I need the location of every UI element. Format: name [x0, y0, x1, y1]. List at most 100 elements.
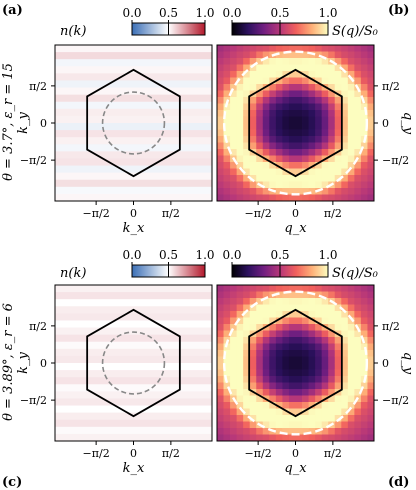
heatmap-cell	[243, 155, 251, 163]
heatmap-cell	[275, 175, 283, 182]
heatmap-cell	[282, 175, 290, 182]
heatmap-cell	[367, 408, 374, 416]
heatmap-cell	[236, 415, 244, 422]
heatmap-cell	[269, 311, 277, 318]
heatmap-cell	[354, 408, 362, 416]
heatmap-cell	[354, 291, 362, 299]
heatmap-cell	[315, 77, 323, 85]
heatmap-cell	[302, 350, 309, 357]
heatmap-cell	[249, 84, 257, 91]
heatmap-cell	[328, 142, 336, 150]
heatmap-row	[55, 73, 212, 81]
heatmap-cell	[308, 408, 316, 416]
heatmap-cell	[315, 90, 323, 98]
heatmap-cell	[295, 84, 303, 91]
heatmap-cell	[223, 402, 231, 409]
heatmap-cell	[334, 395, 342, 403]
heatmap-cell	[275, 110, 283, 117]
heatmap-cell	[334, 356, 342, 364]
heatmap-cell	[367, 291, 374, 299]
heatmap-cell	[256, 317, 264, 325]
heatmap-cell	[243, 136, 251, 143]
row-label-bottom: θ = 3.89°, ε_r = 6	[1, 303, 16, 421]
heatmap-cell	[288, 395, 296, 403]
heatmap-cell	[275, 136, 283, 143]
heatmap-cell	[328, 162, 336, 169]
heatmap-cell	[354, 188, 362, 195]
heatmap-cell	[367, 298, 374, 305]
heatmap-cell	[262, 337, 270, 344]
heatmap-cell	[367, 434, 374, 441]
heatmap-cell	[321, 45, 329, 52]
heatmap-row	[55, 101, 212, 110]
colorbar-tick-label: 0.0	[122, 248, 141, 262]
heatmap-cell	[282, 136, 290, 143]
heatmap-cell	[315, 350, 323, 357]
heatmap-row	[55, 341, 212, 350]
heatmap-cell	[367, 45, 374, 52]
heatmap-cell	[223, 149, 231, 156]
heatmap-cell	[243, 51, 251, 59]
heatmap-cell	[243, 311, 251, 318]
heatmap-cell	[321, 181, 329, 189]
colorbar-tick-label: 1.0	[318, 248, 337, 262]
heatmap-cell	[275, 395, 283, 403]
heatmap-cell	[367, 175, 374, 182]
heatmap-cell	[321, 142, 329, 150]
heatmap-cell	[315, 45, 323, 52]
heatmap-cell	[328, 155, 336, 163]
heatmap-cell	[282, 350, 290, 357]
y-tick-label: 0	[382, 117, 389, 130]
heatmap-cell	[256, 142, 264, 150]
heatmap-cell	[275, 58, 283, 65]
heatmap-cell	[288, 64, 296, 72]
heatmap-row	[55, 377, 212, 385]
colorbar-tick-label: 1.0	[195, 248, 214, 262]
heatmap-cell	[308, 402, 316, 409]
heatmap-cell	[217, 350, 224, 357]
colorbar-tick-label: 0.0	[222, 6, 241, 20]
heatmap-cell	[295, 434, 303, 441]
heatmap-cell	[256, 350, 264, 357]
heatmap-cell	[334, 77, 342, 85]
heatmap-cell	[236, 311, 244, 318]
heatmap-cell	[334, 408, 342, 416]
heatmap-cell	[328, 103, 336, 111]
heatmap-cell	[269, 415, 277, 422]
heatmap-cell	[262, 382, 270, 390]
heatmap-cell	[282, 45, 290, 52]
heatmap-cell	[347, 181, 355, 189]
heatmap-cell	[360, 77, 368, 85]
heatmap-cell	[262, 162, 270, 169]
heatmap-p1	[217, 45, 374, 201]
heatmap-cell	[230, 116, 238, 124]
heatmap-cell	[360, 382, 368, 390]
heatmap-cell	[262, 181, 270, 189]
heatmap-cell	[360, 110, 368, 117]
heatmap-cell	[328, 376, 336, 383]
heatmap-cell	[308, 110, 316, 117]
heatmap-cell	[347, 45, 355, 52]
heatmap-cell	[360, 64, 368, 72]
heatmap-cell	[249, 162, 257, 169]
heatmap-cell	[302, 337, 309, 344]
heatmap-cell	[249, 415, 257, 422]
heatmap-cell	[341, 51, 349, 59]
heatmap-cell	[230, 330, 238, 338]
heatmap-cell	[282, 77, 290, 85]
heatmap-cell	[328, 90, 336, 98]
heatmap-cell	[360, 103, 368, 111]
heatmap-cell	[334, 116, 342, 124]
heatmap-cell	[328, 317, 336, 325]
heatmap-cell	[262, 311, 270, 318]
heatmap-cell	[256, 291, 264, 299]
heatmap-cell	[269, 337, 277, 344]
heatmap-cell	[243, 116, 251, 124]
heatmap-cell	[236, 389, 244, 396]
heatmap-cell	[288, 317, 296, 325]
heatmap-cell	[321, 136, 329, 143]
heatmap-cell	[223, 142, 231, 150]
heatmap-cell	[256, 389, 264, 396]
heatmap-cell	[217, 363, 224, 370]
heatmap-cell	[282, 90, 290, 98]
